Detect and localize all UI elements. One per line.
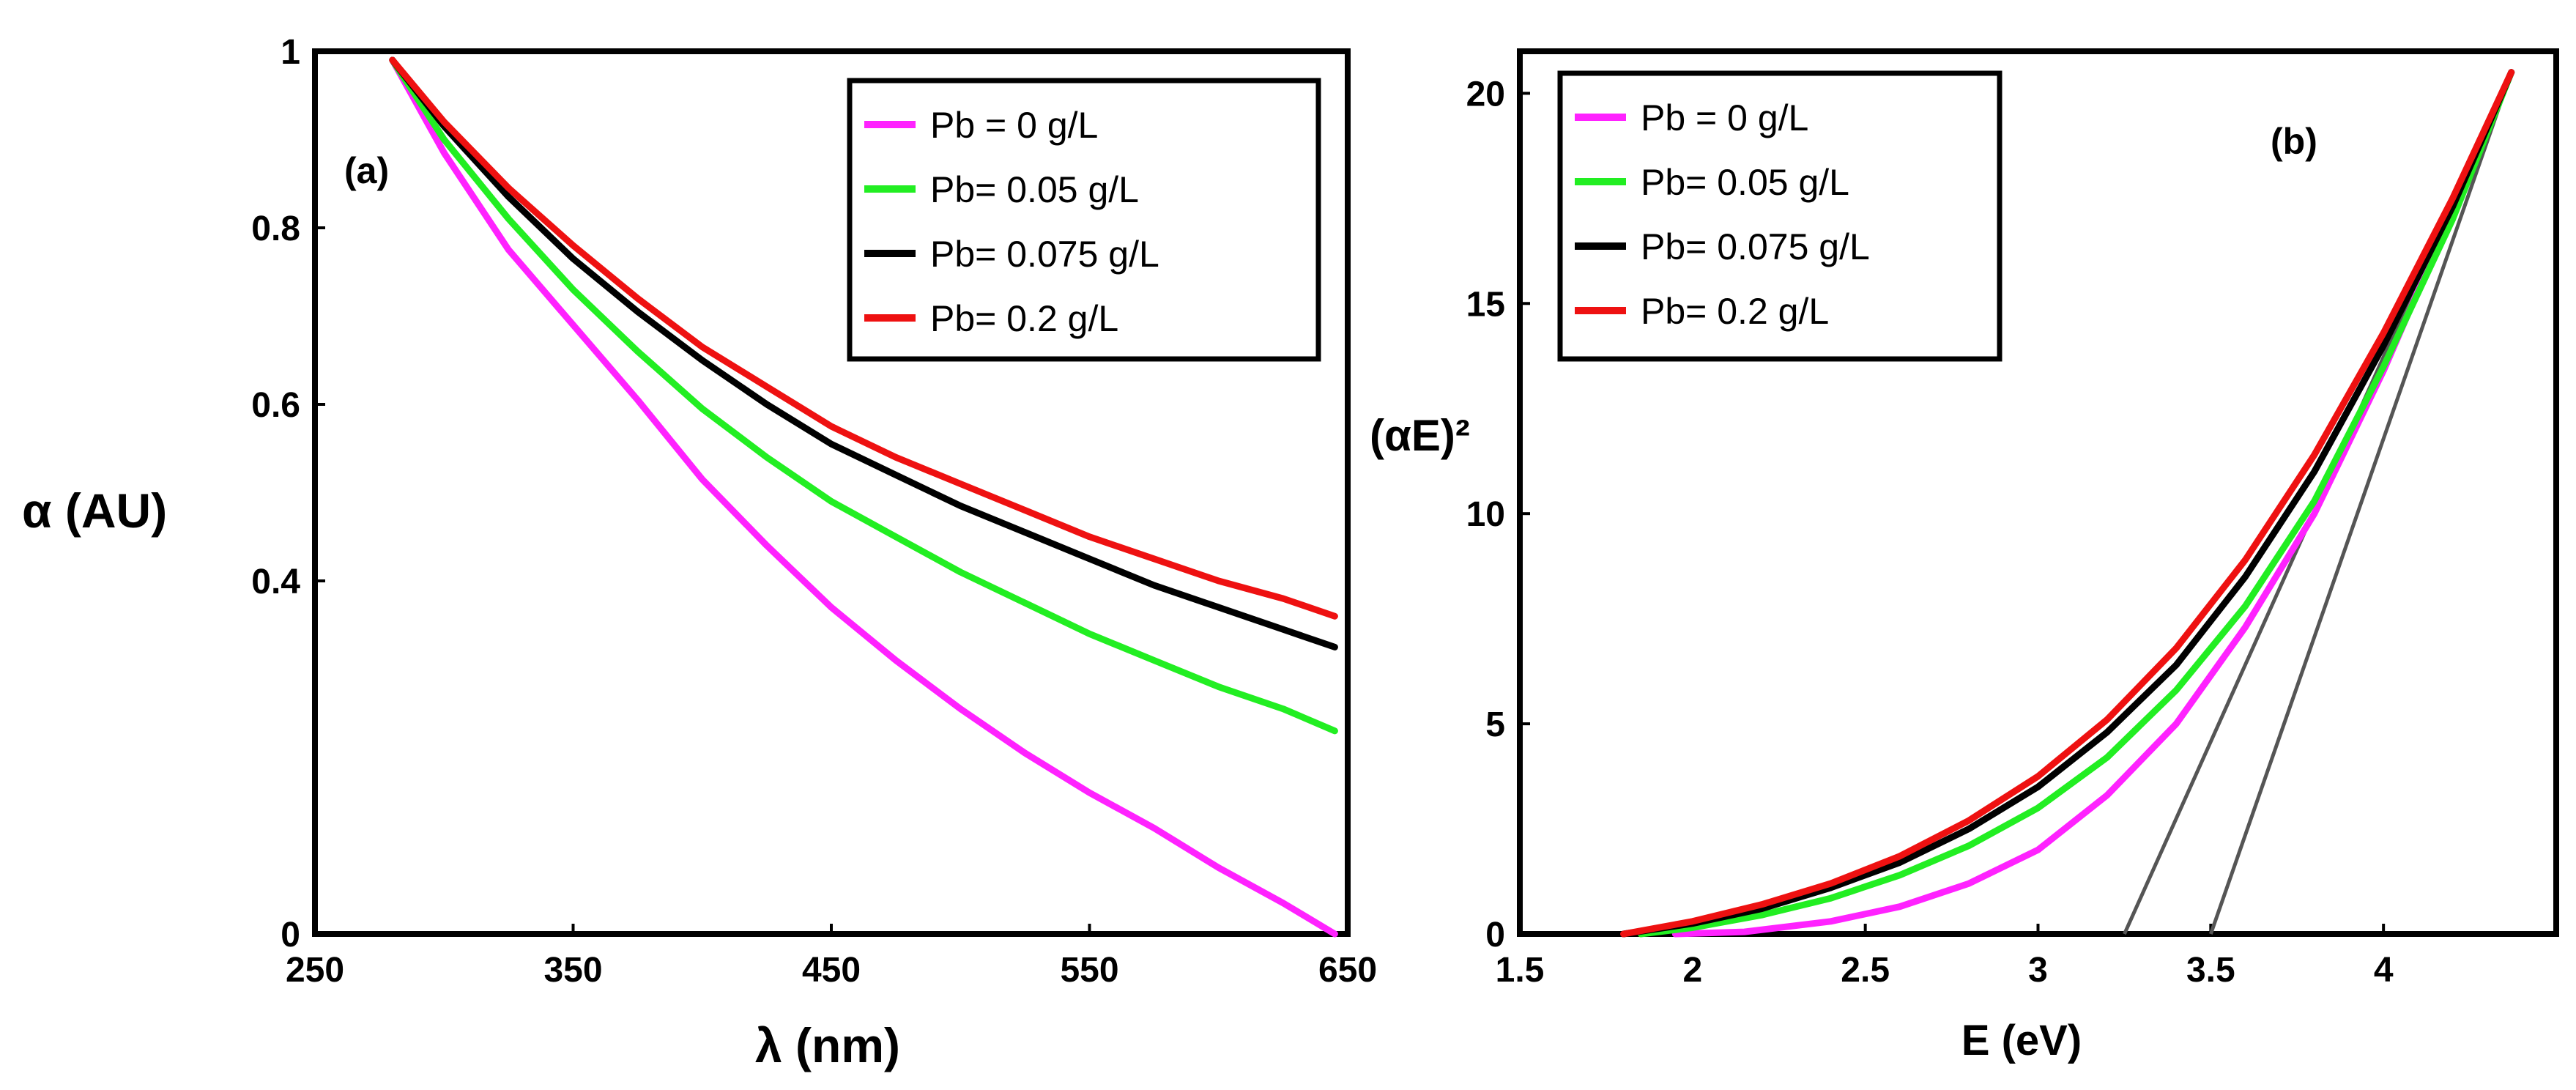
series-line — [389, 56, 1338, 735]
x-tick-label: 250 — [286, 951, 344, 990]
legend-label: Pb= 0.075 g/L — [930, 234, 1159, 275]
y-tick-label: 0.6 — [251, 386, 300, 425]
series-line — [1620, 69, 2515, 938]
legend-label: Pb= 0.2 g/L — [1641, 291, 1829, 332]
x-tick-label: 650 — [1318, 951, 1377, 990]
legend-label: Pb= 0.2 g/L — [930, 298, 1118, 339]
y-tick-label: 0 — [281, 916, 300, 954]
x-axis-title: E (eV) — [1961, 1017, 2082, 1064]
y-tick-label: 5 — [1485, 705, 1505, 744]
legend-label: Pb= 0.05 g/L — [1641, 162, 1849, 203]
y-tick-label: 0.4 — [251, 563, 300, 601]
legend-label: Pb = 0 g/L — [930, 105, 1098, 146]
series-line — [389, 56, 1338, 620]
y-axis-title: α (AU) — [22, 483, 167, 538]
y-tick-label: 20 — [1466, 75, 1505, 114]
x-tick-label: 4 — [2374, 951, 2394, 990]
legend-label: Pb = 0 g/L — [1641, 97, 1808, 138]
series-line — [389, 56, 1338, 650]
x-tick-label: 2 — [1682, 951, 1702, 990]
series-line — [389, 56, 1338, 938]
x-tick-label: 2.5 — [1841, 951, 1890, 990]
series-line — [1637, 69, 2515, 938]
y-tick-label: 0.8 — [251, 210, 300, 248]
x-tick-label: 1.5 — [1496, 951, 1545, 990]
y-tick-label: 10 — [1466, 495, 1505, 534]
panel-label: (b) — [2271, 121, 2317, 162]
x-tick-label: 550 — [1060, 951, 1118, 990]
legend-box — [847, 78, 1321, 362]
x-tick-label: 3 — [2028, 951, 2048, 990]
tangent-line — [2208, 71, 2514, 935]
legend-label: Pb= 0.05 g/L — [930, 169, 1139, 210]
panel-label: (a) — [344, 150, 389, 191]
chart-panel-a: 250 350 450 550 650 0 0.4 0.6 0.8 1 Pb = 0 g/L Pb= … — [22, 33, 1377, 1072]
x-tick-label: 450 — [802, 951, 861, 990]
x-axis-title: λ (nm) — [755, 1018, 900, 1072]
x-tick-label: 350 — [543, 951, 602, 990]
chart-panel-b: 1.5 2 2.5 3 3.5 4 0 5 10 15 20 Pb = 0 g/L Pb= 0.05 g… — [1370, 48, 2559, 1064]
legend-label: Pb= 0.075 g/L — [1641, 226, 1870, 267]
legend-box — [1557, 70, 2002, 362]
y-tick-label: 1 — [281, 33, 300, 72]
y-axis-title: (αE)² — [1370, 411, 1470, 460]
y-tick-label: 15 — [1466, 285, 1505, 324]
series-line — [1620, 69, 2515, 938]
y-tick-label: 0 — [1485, 916, 1505, 954]
x-tick-label: 3.5 — [2186, 951, 2235, 990]
